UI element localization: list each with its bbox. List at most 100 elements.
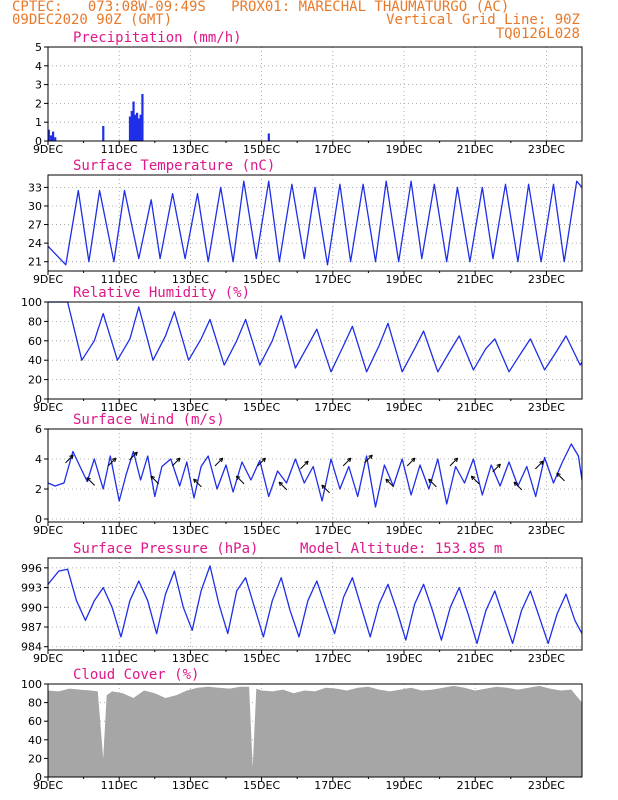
surface-pressure-annotation: Model Altitude: 153.85 m (300, 541, 502, 557)
surface-pressure-xtick-label: 19DEC (385, 652, 422, 665)
cloud-cover-panel: 0 20 40 60 80 100 9DEC 11DEC 13DEC 15DEC 17DEC 19DE… (21, 667, 583, 792)
surface-pressure-ytick-label: 993 (21, 582, 42, 595)
cloud-cover-xtick-label: 9DEC (33, 779, 63, 792)
header-grid-line: Vertical Grid Line: 90Z (386, 12, 580, 28)
surface-wind-wind-arrow (171, 457, 181, 467)
relative-humidity-xtick-label: 19DEC (385, 401, 422, 414)
relative-humidity-frame (47, 301, 583, 400)
cloud-cover-xtick-label: 21DEC (457, 779, 494, 792)
precipitation-bar (51, 131, 55, 141)
surface-wind-wind-arrow (193, 478, 202, 488)
surface-wind-ytick-label: 2 (35, 483, 42, 496)
surface-wind-xtick-label: 21DEC (457, 524, 494, 537)
cloud-cover-xtick-label: 13DEC (172, 779, 209, 792)
precipitation-panel: 0 1 2 3 4 5 9DEC 11DEC 13DEC 15DEC 17DEC 19DEC 21DEC… (33, 30, 583, 156)
surface-wind-wind-arrow (556, 472, 565, 482)
surface-temperature-xtick-label: 17DEC (314, 273, 351, 286)
precipitation-bar (54, 137, 57, 141)
surface-wind-wind-arrow (150, 475, 160, 485)
cloud-cover-ytick-label: 100 (21, 678, 42, 691)
surface-pressure-ytick-label: 984 (21, 641, 42, 654)
precipitation-bar (132, 101, 135, 141)
relative-humidity-ytick-label: 40 (28, 354, 42, 367)
surface-wind-wind-arrow (235, 475, 245, 485)
relative-humidity-xtick-label: 17DEC (314, 401, 351, 414)
surface-wind-xtick-label: 19DEC (385, 524, 422, 537)
precipitation-bar (267, 133, 270, 141)
surface-wind-ytick-label: 0 (35, 513, 42, 526)
precipitation-xtick-label: 23DEC (528, 143, 565, 156)
cloud-cover-ytick-label: 60 (28, 715, 42, 728)
surface-wind-wind-arrow (278, 481, 288, 491)
surface-pressure-ytick-label: 987 (21, 621, 42, 634)
surface-wind-title: Surface Wind (m/s) (73, 412, 225, 428)
surface-pressure-panel: 984 987 990 993 996 9DEC 11DEC 13DEC 15DEC 17DEC 1… (21, 541, 583, 665)
relative-humidity-panel: 0 20 40 60 80 100 9DEC 11DEC 13DEC 15DEC 17DEC 19DE… (21, 285, 583, 414)
relative-humidity-xtick-label: 9DEC (33, 401, 63, 414)
precipitation-bar (139, 114, 142, 141)
surface-wind-wind-arrow (214, 457, 224, 467)
surface-wind-frame (47, 428, 583, 523)
surface-wind-wind-arrow (65, 454, 74, 464)
precipitation-bar (47, 129, 50, 141)
precipitation-bar (128, 116, 132, 141)
precipitation-xtick-label: 21DEC (457, 143, 494, 156)
precipitation-ytick-label: 1 (35, 116, 42, 129)
surface-temperature-xtick-label: 21DEC (457, 273, 494, 286)
surface-wind-wind-arrow (449, 457, 459, 467)
surface-wind-wind-arrow (535, 460, 544, 470)
surface-pressure-title: Surface Pressure (hPa) (73, 541, 258, 557)
cloud-cover-xtick-label: 15DEC (243, 779, 280, 792)
relative-humidity-ytick-label: 100 (21, 296, 42, 309)
relative-humidity-ytick-label: 80 (28, 315, 42, 328)
cloud-cover-xtick-label: 23DEC (528, 779, 565, 792)
precipitation-ytick-label: 0 (35, 135, 42, 148)
relative-humidity-xtick-label: 23DEC (528, 401, 565, 414)
surface-wind-wind-arrow (513, 481, 523, 491)
precipitation-xtick-label: 15DEC (243, 143, 280, 156)
surface-temperature-xtick-label: 11DEC (101, 273, 138, 286)
cloud-cover-title: Cloud Cover (%) (73, 667, 199, 683)
surface-temperature-ytick-label: 30 (28, 200, 42, 213)
surface-temperature-xtick-label: 23DEC (528, 273, 565, 286)
surface-wind-xtick-label: 13DEC (172, 524, 209, 537)
surface-wind-wind-arrow (385, 478, 395, 488)
surface-wind-wind-arrow (107, 457, 117, 467)
header-station-line: CPTEC: 073:08W-09:49S PROX01: MARECHAL T… (12, 0, 510, 15)
surface-wind-wind-arrow (364, 454, 373, 464)
surface-wind-wind-arrow (86, 477, 95, 486)
surface-wind-wind-arrow (321, 484, 330, 494)
surface-wind-ytick-label: 4 (35, 453, 42, 466)
relative-humidity-ytick-label: 0 (35, 393, 42, 406)
precipitation-bar (136, 112, 139, 141)
relative-humidity-ytick-label: 20 (28, 374, 42, 387)
cloud-cover-xtick-label: 11DEC (101, 779, 138, 792)
surface-wind-ytick-label: 6 (35, 423, 42, 436)
surface-temperature-series-line (47, 180, 583, 266)
precipitation-xtick-label: 19DEC (385, 143, 422, 156)
surface-temperature-ytick-label: 21 (28, 256, 42, 269)
relative-humidity-ytick-label: 60 (28, 335, 42, 348)
surface-temperature-xtick-label: 9DEC (33, 273, 63, 286)
precipitation-frame (47, 46, 583, 142)
surface-temperature-title: Surface Temperature (nC) (73, 158, 275, 174)
surface-pressure-xtick-label: 11DEC (101, 652, 138, 665)
header-date: 09DEC2020 90Z (GMT) (12, 12, 173, 28)
surface-pressure-frame (47, 557, 583, 651)
surface-wind-wind-arrow (470, 475, 480, 485)
precipitation-title: Precipitation (mm/h) (73, 30, 242, 46)
surface-wind-series-line (47, 443, 583, 508)
precipitation-bar (137, 118, 140, 141)
surface-wind-wind-arrow (492, 463, 501, 473)
cloud-cover-ytick-label: 40 (28, 734, 42, 747)
cloud-cover-xtick-label: 17DEC (314, 779, 351, 792)
cloud-cover-xtick-label: 19DEC (385, 779, 422, 792)
surface-pressure-xtick-label: 15DEC (243, 652, 280, 665)
relative-humidity-xtick-label: 15DEC (243, 401, 280, 414)
surface-temperature-frame (47, 174, 583, 272)
surface-pressure-xtick-label: 13DEC (172, 652, 209, 665)
surface-temperature-xtick-label: 19DEC (385, 273, 422, 286)
surface-temperature-ytick-label: 24 (28, 237, 42, 250)
precipitation-xtick-label: 13DEC (172, 143, 209, 156)
relative-humidity-xtick-label: 13DEC (172, 401, 209, 414)
